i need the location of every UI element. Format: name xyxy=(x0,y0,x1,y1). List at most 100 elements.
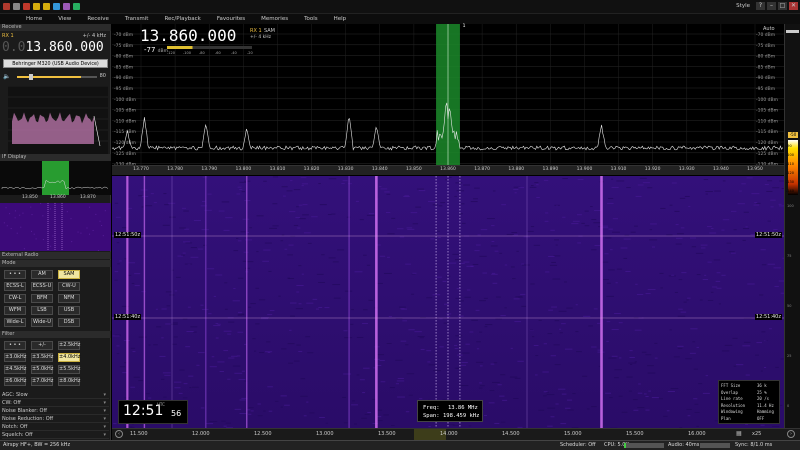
mode-button[interactable]: WFM xyxy=(4,306,26,315)
mode-button[interactable]: LSB xyxy=(31,306,53,315)
menu-item-tools[interactable]: Tools xyxy=(304,16,318,22)
quick-tool-icon[interactable] xyxy=(23,3,30,10)
external-radio-header[interactable]: External Radio xyxy=(0,252,111,259)
waterfall-noise xyxy=(690,353,696,354)
dsp-option[interactable]: Squelch: Off ▾ xyxy=(2,432,109,439)
filter-button[interactable]: ±3.0kHz xyxy=(4,353,26,362)
level-marker-label[interactable]: -50 xyxy=(788,132,798,138)
menu-item-view[interactable]: View xyxy=(58,16,71,22)
db-label-left: -85 dBm xyxy=(114,64,133,70)
menu-item-favourites[interactable]: Favourites xyxy=(217,16,245,22)
quick-tool-icon[interactable] xyxy=(3,3,10,10)
mode-button[interactable]: ECSS-U xyxy=(31,282,53,291)
mode-header[interactable]: Mode xyxy=(0,260,111,267)
menu-item-transmit[interactable]: Transmit xyxy=(125,16,149,22)
volume-thumb[interactable] xyxy=(29,74,33,80)
scroll-left-icon[interactable]: ‹ xyxy=(115,430,123,438)
if-filter-passband[interactable] xyxy=(42,161,69,195)
filter-marker[interactable]: 1 xyxy=(458,24,470,30)
mode-button[interactable]: BFM xyxy=(31,294,53,303)
mode-button[interactable]: AM xyxy=(31,270,53,279)
waterfall-noise xyxy=(711,292,714,293)
waterfall-noise xyxy=(233,300,240,301)
mode-button[interactable]: CW-U xyxy=(58,282,80,291)
menu-item-receive[interactable]: Receive xyxy=(87,16,109,22)
spectrum-display[interactable]: -70 dBm -70 dBm -75 dBm -75 dBm -80 dBm -80 d… xyxy=(112,24,784,172)
quick-tool-icon[interactable] xyxy=(63,3,70,10)
waterfall-noise xyxy=(560,332,563,333)
color-scale-bar[interactable]: -50 -90 -100 -110 -120 -130 -140 100 75 50 25 0 xyxy=(784,24,800,428)
menu-item-recplayback[interactable]: Rec/Playback xyxy=(164,16,200,22)
frequency-display[interactable]: 0.013.860.000 xyxy=(2,40,104,55)
waterfall-noise xyxy=(449,263,457,264)
filter-button[interactable]: ±2.5kHz xyxy=(58,341,80,350)
waterfall-plot[interactable] xyxy=(112,176,784,428)
filter-button[interactable]: ±5.0kHz xyxy=(31,365,53,374)
help-button[interactable]: ? xyxy=(756,2,765,10)
dsp-option[interactable]: AGC: Slow ▾ xyxy=(2,392,109,399)
mode-button[interactable]: Wide-U xyxy=(31,318,53,327)
waterfall-noise xyxy=(217,324,220,325)
receive-header[interactable]: Receive xyxy=(0,24,111,31)
mode-button[interactable]: NFM xyxy=(58,294,80,303)
close-button[interactable]: ✕ xyxy=(789,2,798,10)
quick-tool-icon[interactable] xyxy=(43,3,50,10)
filter-header[interactable]: Filter xyxy=(0,331,111,338)
filter-button[interactable]: ±3.5kHz xyxy=(31,353,53,362)
waterfall-display[interactable]: 12:51:50z 12:51:50z 12:51:40z 12:51:40z … xyxy=(112,176,784,428)
waterfall-noise xyxy=(747,284,754,285)
scroll-right-icon[interactable]: › xyxy=(787,430,795,438)
mode-button[interactable]: ECSS-L xyxy=(4,282,26,291)
auto-scale-button[interactable]: Auto xyxy=(763,26,775,32)
level-marker-top[interactable] xyxy=(786,30,799,33)
zoom-value[interactable]: x25 xyxy=(752,431,761,437)
spectrum-frequency[interactable]: 13.860.000 xyxy=(140,26,236,45)
waterfall-noise xyxy=(355,271,363,272)
status-scheduler[interactable]: Scheduler: Off xyxy=(560,442,596,448)
filter-button[interactable]: +/- xyxy=(31,341,53,350)
waterfall-noise xyxy=(115,203,118,204)
menu-item-memories[interactable]: Memories xyxy=(261,16,288,22)
quick-tool-icon[interactable] xyxy=(73,3,80,10)
minimize-button[interactable]: – xyxy=(767,2,776,10)
filter-button[interactable]: ±8.0kHz xyxy=(58,377,80,386)
dsp-option[interactable]: Noise Reduction: Off ▾ xyxy=(2,416,109,423)
mode-button[interactable]: USB xyxy=(58,306,80,315)
dsp-option[interactable]: Notch: Off ▾ xyxy=(2,424,109,431)
meter-tick: -120 xyxy=(167,51,175,55)
menu-item-home[interactable]: Home xyxy=(26,16,42,22)
filter-button[interactable]: ±7.0kHz xyxy=(31,377,53,386)
if-display-header[interactable]: IF Display xyxy=(0,154,111,161)
audio-device-select[interactable]: Behringer M320 (USB Audio Device) xyxy=(3,59,108,68)
dsp-option[interactable]: Noise Blanker: Off ▾ xyxy=(2,408,109,415)
mode-button[interactable]: CW-L xyxy=(4,294,26,303)
quick-tool-icon[interactable] xyxy=(53,3,60,10)
waterfall-noise xyxy=(567,410,573,411)
speaker-icon[interactable]: 🔈 xyxy=(3,73,10,80)
quick-tool-icon[interactable] xyxy=(33,3,40,10)
filter-button[interactable]: ±4.0kHz xyxy=(58,353,80,362)
waterfall-noise xyxy=(577,242,581,243)
volume-slider[interactable] xyxy=(17,76,97,78)
mode-button[interactable]: SAM xyxy=(58,270,80,279)
maximize-button[interactable]: □ xyxy=(778,2,787,10)
menu-item-help[interactable]: Help xyxy=(334,16,347,22)
filter-button[interactable]: ±4.5kHz xyxy=(4,365,26,374)
quick-tool-icon[interactable] xyxy=(13,3,20,10)
waterfall-noise xyxy=(543,395,547,396)
mode-button[interactable]: • • • xyxy=(4,270,26,279)
dsp-option[interactable]: CW: Off ▾ xyxy=(2,400,109,407)
waterfall-noise xyxy=(484,298,488,299)
zoom-icon[interactable]: ▦ xyxy=(736,430,742,437)
style-menu[interactable]: Style xyxy=(736,3,750,9)
waterfall-noise xyxy=(233,366,241,367)
overview-axis[interactable]: ‹ 11.500 12.000 12.500 13.000 13.500 14.000 14… xyxy=(112,428,800,440)
mode-button[interactable]: Wide-L xyxy=(4,318,26,327)
waterfall-noise xyxy=(637,294,643,295)
filter-button[interactable]: ±5.5kHz xyxy=(58,365,80,374)
waterfall-noise xyxy=(397,397,405,398)
filter-button[interactable]: ±6.0kHz xyxy=(4,377,26,386)
filter-button[interactable]: • • • xyxy=(4,341,26,350)
waterfall-noise xyxy=(148,398,151,399)
mode-button[interactable]: DSB xyxy=(58,318,80,327)
